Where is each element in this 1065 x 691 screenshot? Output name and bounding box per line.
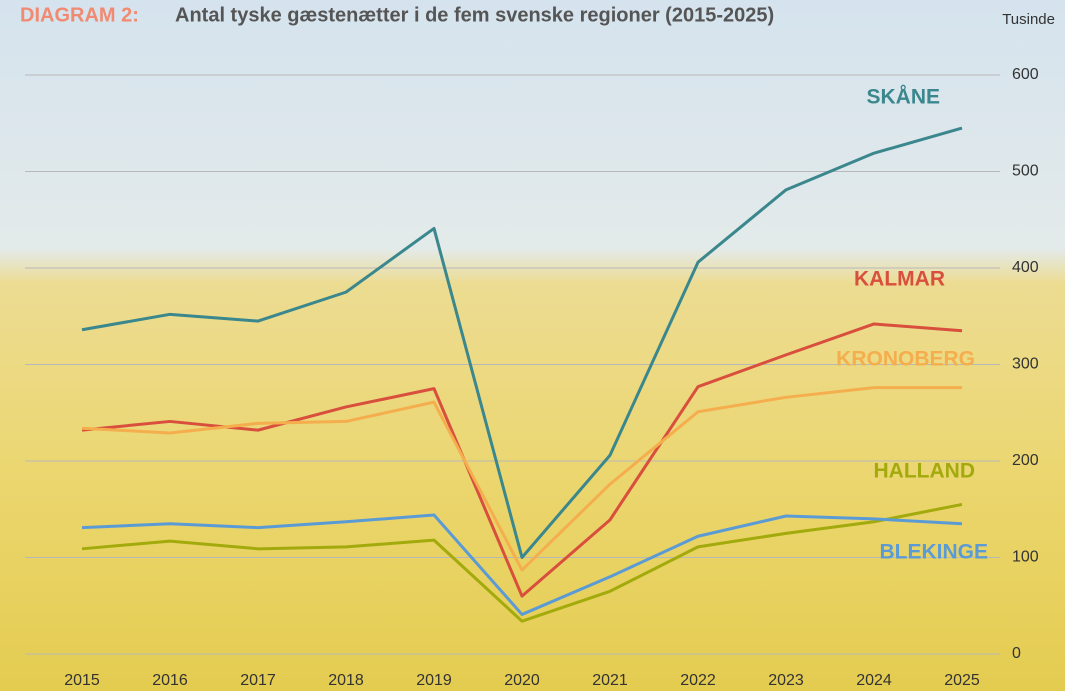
y-tick-label: 600	[1012, 66, 1039, 83]
series-label: HALLAND	[874, 460, 975, 483]
page: DIAGRAM 2: Antal tyske gæstenætter i de …	[0, 0, 1065, 691]
series-label: KRONOBERG	[836, 348, 975, 371]
x-tick-label: 2022	[680, 672, 716, 689]
y-tick-label: 500	[1012, 163, 1039, 180]
x-tick-label: 2020	[504, 672, 540, 689]
y-tick-label: 100	[1012, 549, 1039, 566]
series-label: SKÅNE	[866, 85, 940, 109]
x-tick-label: 2025	[944, 672, 980, 689]
y-tick-label: 0	[1012, 645, 1021, 662]
x-tick-label: 2017	[240, 672, 276, 689]
y-tick-label: 300	[1012, 356, 1039, 373]
x-tick-label: 2023	[768, 672, 804, 689]
x-tick-label: 2016	[152, 672, 188, 689]
chart: DIAGRAM 2: Antal tyske gæstenætter i de …	[0, 0, 1065, 691]
x-tick-label: 2024	[856, 672, 892, 689]
series-label: BLEKINGE	[879, 541, 988, 564]
chart-title: Antal tyske gæstenætter i de fem svenske…	[175, 4, 774, 26]
x-tick-label: 2015	[64, 672, 100, 689]
title-prefix: DIAGRAM 2:	[20, 4, 139, 26]
series-label: KALMAR	[854, 268, 945, 291]
y-unit: Tusinde	[1002, 11, 1055, 28]
x-tick-label: 2021	[592, 672, 628, 689]
x-tick-label: 2019	[416, 672, 452, 689]
y-tick-label: 200	[1012, 452, 1039, 469]
x-tick-label: 2018	[328, 672, 364, 689]
y-tick-label: 400	[1012, 259, 1039, 276]
